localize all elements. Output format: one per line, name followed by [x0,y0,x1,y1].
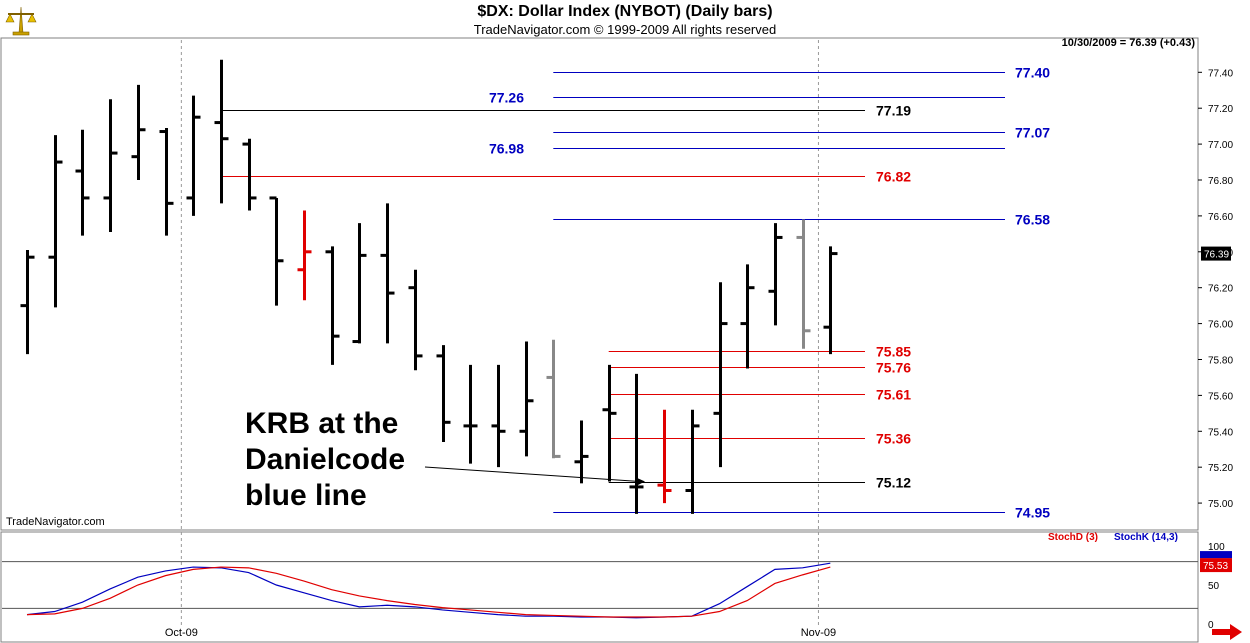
watermark: TradeNavigator.com [6,516,105,528]
ohlc-bar [574,420,589,484]
ohlc-bar [519,341,534,457]
level-label: 77.07 [1015,125,1050,141]
y-tick-label: 77.40 [1208,68,1233,79]
scroll-right-arrow-icon[interactable] [1212,624,1242,640]
level-label: 76.98 [489,141,524,157]
stoch-value-label: 75.53 [1203,561,1228,572]
stoch-y-tick-label: 0 [1208,620,1214,631]
stoch-y-tick-label: 100 [1208,542,1225,553]
ohlc-bar [602,364,617,482]
ohlc-bar [186,95,201,216]
ohlc-bar [131,84,146,180]
y-tick-label: 75.60 [1208,391,1233,402]
ohlc-bar [242,138,257,211]
ohlc-bar [796,219,811,349]
stoch-value-tag [1200,558,1232,573]
ohlc-bar [48,135,63,308]
level-label: 76.58 [1015,212,1050,228]
ohlc-bar [685,409,700,514]
ohlc-bar [352,223,367,344]
y-tick-label: 77.20 [1208,104,1233,115]
ohlc-bar [436,345,451,443]
legend-stoch-d: StochD (3) [1048,532,1098,543]
level-label: 77.26 [489,90,524,106]
ohlc-bar [269,196,284,306]
last-price-tag [1201,246,1231,261]
y-tick-label: 75.20 [1208,463,1233,474]
ohlc-bar [546,339,561,459]
y-tick-label: 76.60 [1208,212,1233,223]
ohlc-bar [325,246,340,365]
y-tick-label: 76.20 [1208,284,1233,295]
ohlc-bar [823,246,838,355]
y-tick-label: 76.80 [1208,176,1233,187]
ohlc-bar [408,269,423,371]
ohlc-bar [768,223,783,326]
chart-subtitle: TradeNavigator.com © 1999-2009 All right… [473,22,777,37]
ohlc-bar [214,59,229,204]
ohlc-bar [159,127,174,236]
legend-stoch-k: StochK (14,3) [1114,532,1178,543]
last-price-label: 76.39 [1204,250,1229,261]
x-tick-label: Nov-09 [801,627,836,639]
level-label: 77.19 [876,103,911,119]
level-label: 77.40 [1015,65,1050,81]
ohlc-bar [629,373,644,514]
annotation-arrowhead [636,477,645,486]
level-label: 74.95 [1015,505,1050,521]
level-label: 75.36 [876,431,911,447]
price-panel-frame [0,37,1199,531]
y-tick-label: 75.40 [1208,427,1233,438]
y-tick-label: 77.00 [1208,140,1233,151]
ohlc-bar [463,364,478,464]
level-label: 75.12 [876,475,911,491]
scale-logo-icon[interactable] [4,4,38,36]
ohlc-bar [75,129,90,236]
ohlc-bar [713,282,728,468]
ohlc-bar [20,250,35,355]
ohlc-bar [380,203,395,344]
annotation-arrow [424,466,641,483]
ohlc-bar [491,364,506,468]
ohlc-bar [297,210,312,301]
stoch-d-line [26,566,831,618]
stoch-y-tick-label: 50 [1208,581,1220,592]
level-label: 76.82 [876,169,911,185]
stoch-k-tag [1200,551,1232,559]
y-tick-label: 76.00 [1208,320,1233,331]
y-tick-label: 75.80 [1208,355,1233,366]
chart-title: $DX: Dollar Index (NYBOT) (Daily bars) [477,3,773,20]
annotation-text: KRB at the Danielcode blue line [245,407,406,512]
stoch-panel-frame [0,531,1199,643]
ohlc-bar [657,409,672,504]
level-label: 75.85 [876,344,911,360]
x-tick-label: Oct-09 [165,627,198,639]
y-tick-label: 75.00 [1208,499,1233,510]
last-quote: 10/30/2009 = 76.39 (+0.43) [1061,37,1195,49]
level-label: 75.61 [876,387,911,403]
stoch-k-line [26,562,831,619]
level-label: 75.76 [876,360,911,376]
ohlc-bar [103,99,118,233]
ohlc-bar [740,264,755,369]
